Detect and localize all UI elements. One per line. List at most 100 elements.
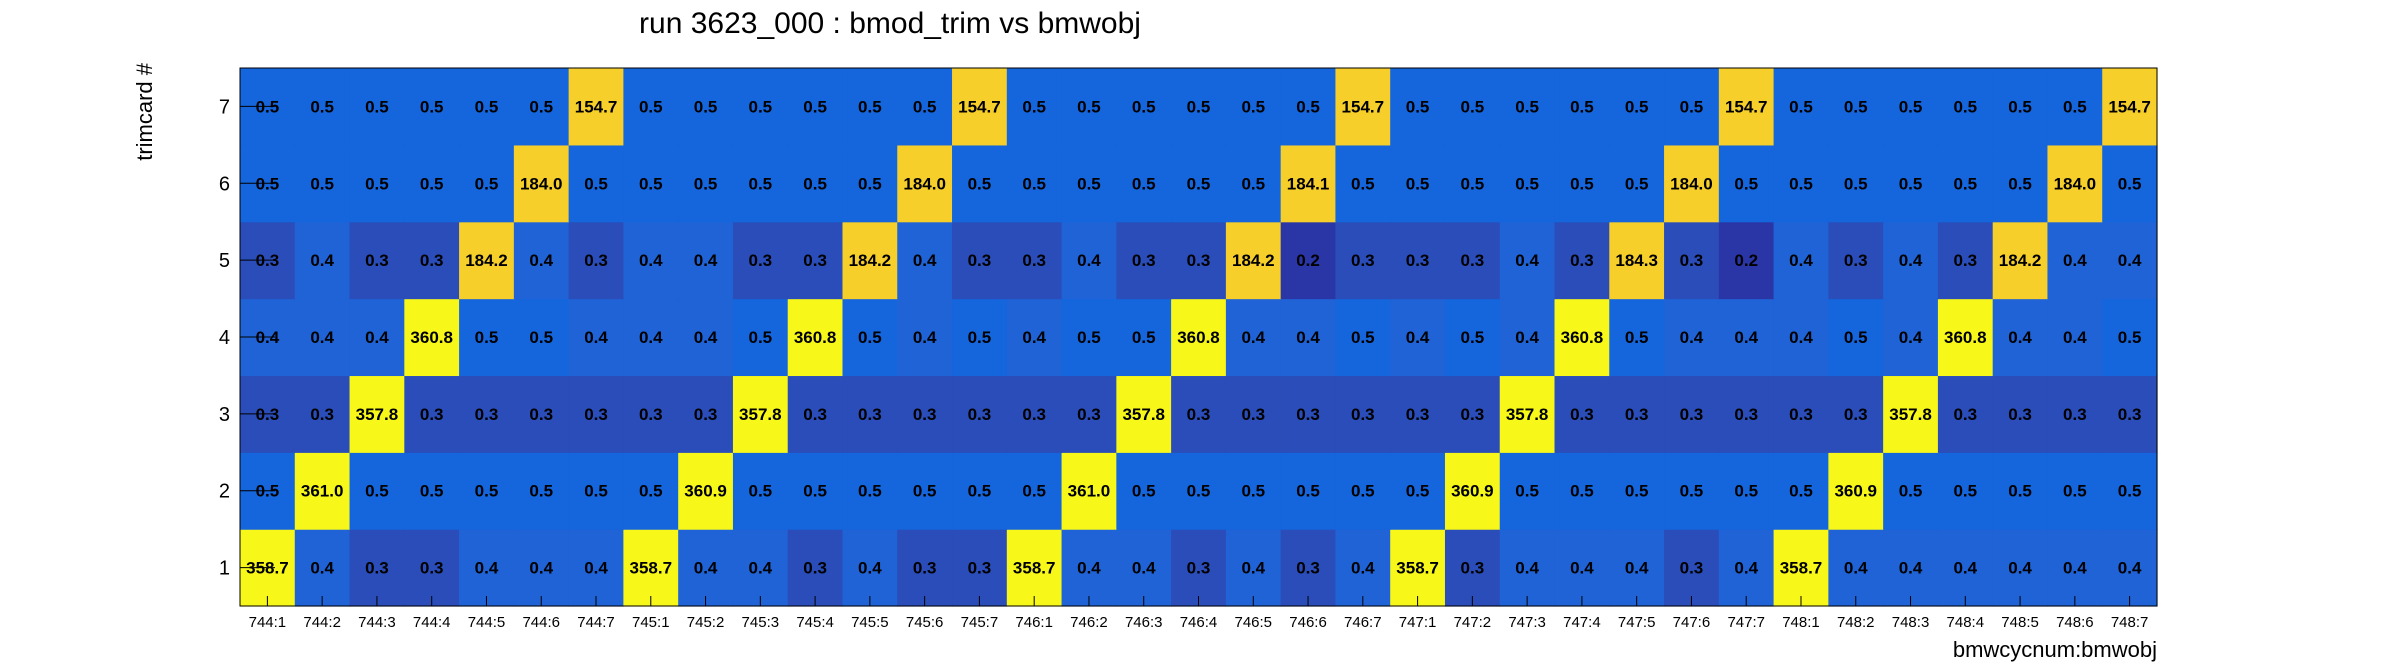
heatmap-cell: [349, 221, 405, 300]
cell-value-label: 0.5: [420, 482, 444, 501]
cell-value-label: 0.5: [475, 97, 499, 116]
cell-value-label: 0.5: [1351, 482, 1375, 501]
cell-value-label: 0.5: [1132, 174, 1156, 193]
heatmap-cell: [2102, 452, 2158, 530]
heatmap-cell: [2102, 529, 2158, 607]
cell-value-label: 0.4: [1899, 559, 1923, 578]
cell-value-label: 0.5: [1789, 174, 1813, 193]
cell-value-label: 0.5: [1461, 174, 1485, 193]
x-tick-label: 748:2: [1837, 614, 1875, 631]
heatmap-cell: [1061, 375, 1117, 453]
cell-value-label: 0.5: [584, 482, 608, 501]
heatmap-cell: [1499, 529, 1556, 607]
cell-value-label: 0.5: [968, 328, 992, 347]
cell-value-label: 360.9: [684, 482, 727, 501]
cell-value-label: 0.3: [1734, 405, 1758, 424]
cell-value-label: 0.5: [1953, 97, 1977, 116]
heatmap-cell: [1390, 144, 1446, 223]
heatmap-cell: [678, 529, 734, 607]
cell-value-label: 0.4: [1132, 559, 1156, 578]
heatmap-cell: [349, 68, 405, 146]
cell-value-label: 0.3: [913, 559, 937, 578]
heatmap-cell: [1937, 529, 1994, 607]
heatmap-cell: [1883, 529, 1939, 607]
cell-value-label: 0.3: [1351, 405, 1375, 424]
cell-value-label: 0.5: [749, 97, 773, 116]
cell-value-label: 0.4: [475, 559, 499, 578]
heatmap-cell: [568, 375, 624, 453]
heatmap-cell: [1335, 221, 1391, 300]
cell-value-label: 184.0: [2054, 174, 2097, 193]
cell-value-label: 0.5: [1680, 482, 1704, 501]
cell-value-label: 0.3: [1406, 405, 1430, 424]
cell-value-label: 154.7: [1342, 97, 1385, 116]
x-tick-label: 746:2: [1070, 614, 1108, 631]
cell-value-label: 0.3: [529, 405, 553, 424]
heatmap-cell: [842, 529, 898, 607]
cell-value-label: 0.3: [310, 405, 334, 424]
heatmap-cell: [2102, 144, 2158, 223]
cell-value-label: 0.4: [1515, 559, 1539, 578]
cell-value-label: 0.4: [749, 559, 773, 578]
heatmap-cell: [1225, 144, 1282, 223]
heatmap-cell: [1499, 221, 1556, 300]
cell-value-label: 0.5: [365, 174, 389, 193]
heatmap-cell: [2047, 68, 2103, 146]
heatmap-cell: [1171, 144, 1227, 223]
cell-value-label: 0.5: [1953, 174, 1977, 193]
heatmap-cell: [568, 221, 624, 300]
heatmap-cell: [1390, 529, 1446, 607]
cell-value-label: 0.5: [1132, 482, 1156, 501]
x-tick-label: 745:4: [796, 614, 834, 631]
cell-value-label: 0.3: [365, 559, 389, 578]
cell-value-label: 0.4: [1077, 251, 1101, 270]
heatmap-cell: [2102, 68, 2158, 146]
heatmap-cell: [404, 298, 460, 377]
cell-value-label: 0.4: [694, 328, 718, 347]
heatmap-cell: [1664, 529, 1720, 607]
heatmap-cell: [842, 452, 898, 530]
heatmap-cell: [1718, 144, 1775, 223]
heatmap-cell: [1116, 529, 1172, 607]
heatmap-cell: [404, 452, 460, 530]
chart-title: run 3623_000 : bmod_trim vs bmwobj: [639, 7, 1141, 40]
heatmap-cell: [1444, 68, 1501, 146]
cell-value-label: 0.4: [529, 251, 553, 270]
x-tick-label: 744:4: [413, 614, 451, 631]
heatmap-cell: [1171, 68, 1227, 146]
heatmap-cell: [1664, 221, 1720, 300]
heatmap-cell: [1006, 298, 1063, 377]
cell-value-label: 360.8: [1177, 328, 1220, 347]
cell-value-label: 0.5: [2118, 482, 2142, 501]
heatmap-cell: [1061, 221, 1117, 300]
heatmap-cell: [1390, 375, 1446, 453]
cell-value-label: 0.3: [2008, 405, 2032, 424]
heatmap-cell: [842, 144, 898, 223]
heatmap-cell: [952, 221, 1008, 300]
cell-value-label: 0.4: [310, 559, 334, 578]
heatmap-cell: [787, 452, 844, 530]
heatmap-cell: [1554, 375, 1610, 453]
heatmap-cell: [349, 144, 405, 223]
cell-value-label: 0.4: [1296, 328, 1320, 347]
y-tick-label: 7: [219, 96, 230, 118]
cell-value-label: 0.5: [2008, 97, 2032, 116]
heatmap-cell: [1992, 221, 2049, 300]
cell-value-label: 0.5: [1296, 482, 1320, 501]
heatmap-cell: [1609, 68, 1665, 146]
cell-value-label: 0.3: [968, 559, 992, 578]
cell-value-label: 0.3: [1953, 405, 1977, 424]
heatmap-cell: [1828, 68, 1884, 146]
heatmap-cell: [1225, 452, 1282, 530]
heatmap-cell: [842, 68, 898, 146]
heatmap-cell: [897, 529, 953, 607]
heatmap-cell: [1116, 452, 1172, 530]
x-tick-label: 745:1: [632, 614, 670, 631]
heatmap-cell: [294, 375, 351, 453]
heatmap-cell: [1554, 68, 1610, 146]
cell-value-label: 0.5: [1570, 482, 1594, 501]
cell-value-label: 0.4: [694, 559, 718, 578]
heatmap-cell: [623, 68, 679, 146]
heatmap-cell: [1335, 298, 1391, 377]
heatmap-cell: [1828, 144, 1884, 223]
